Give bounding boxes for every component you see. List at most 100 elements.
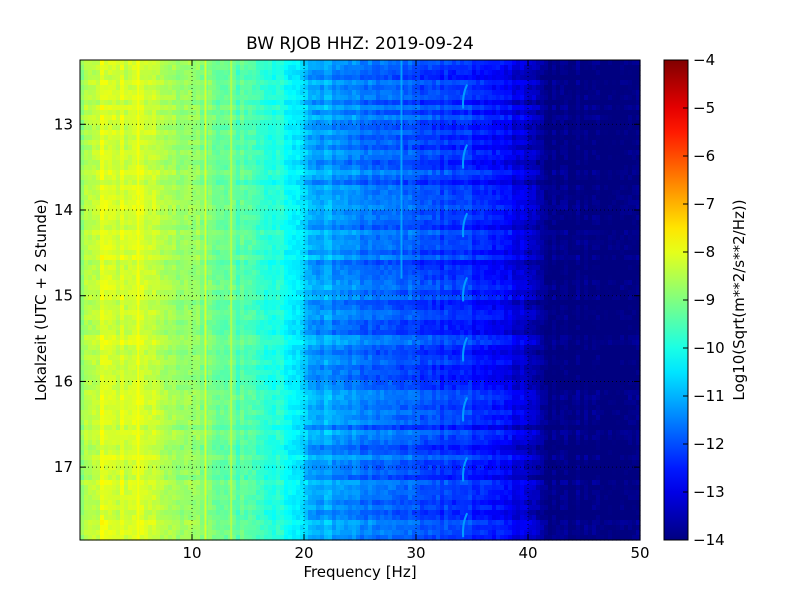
heatmap-cell bbox=[236, 125, 241, 131]
heatmap-cell bbox=[428, 115, 433, 121]
heatmap-cell bbox=[404, 115, 409, 121]
heatmap-cell bbox=[272, 140, 277, 146]
heatmap-cell bbox=[532, 165, 537, 171]
heatmap-cell bbox=[300, 175, 305, 181]
heatmap-cell bbox=[396, 235, 401, 241]
heatmap-cell bbox=[524, 105, 529, 111]
heatmap-cell bbox=[220, 115, 225, 121]
heatmap-cell bbox=[452, 140, 457, 146]
heatmap-cell bbox=[536, 80, 541, 86]
heatmap-cell bbox=[424, 110, 429, 116]
heatmap-cell bbox=[300, 120, 305, 126]
heatmap-cell bbox=[152, 145, 157, 151]
heatmap-cell bbox=[512, 115, 517, 121]
heatmap-cell bbox=[500, 215, 505, 221]
heatmap-cell bbox=[388, 60, 393, 66]
heatmap-cell bbox=[376, 95, 381, 101]
heatmap-cell bbox=[548, 200, 553, 206]
heatmap-cell bbox=[108, 145, 113, 151]
heatmap-cell bbox=[616, 75, 621, 81]
heatmap-cell bbox=[416, 85, 421, 91]
heatmap-cell bbox=[492, 160, 497, 166]
heatmap-cell bbox=[364, 135, 369, 141]
heatmap-cell bbox=[224, 115, 229, 121]
heatmap-cell bbox=[80, 85, 85, 91]
heatmap-cell bbox=[352, 140, 357, 146]
heatmap-cell bbox=[512, 230, 517, 236]
heatmap-cell bbox=[184, 145, 189, 151]
heatmap-cell bbox=[160, 230, 165, 236]
heatmap-cell bbox=[128, 205, 133, 211]
heatmap-cell bbox=[444, 190, 449, 196]
heatmap-cell bbox=[608, 200, 613, 206]
heatmap-cell bbox=[104, 125, 109, 131]
heatmap-cell bbox=[460, 180, 465, 186]
heatmap-cell bbox=[556, 90, 561, 96]
heatmap-cell bbox=[404, 95, 409, 101]
heatmap-cell bbox=[260, 140, 265, 146]
heatmap-cell bbox=[392, 230, 397, 236]
heatmap-cell bbox=[140, 210, 145, 216]
heatmap-cell bbox=[80, 115, 85, 121]
heatmap-cell bbox=[468, 190, 473, 196]
heatmap-cell bbox=[508, 75, 513, 81]
heatmap-cell bbox=[324, 80, 329, 86]
heatmap-cell bbox=[224, 200, 229, 206]
heatmap-cell bbox=[180, 190, 185, 196]
heatmap-cell bbox=[184, 80, 189, 86]
heatmap-cell bbox=[612, 125, 617, 131]
heatmap-cell bbox=[168, 175, 173, 181]
heatmap-cell bbox=[296, 195, 301, 201]
heatmap-cell bbox=[224, 205, 229, 211]
heatmap-cell bbox=[420, 60, 425, 66]
heatmap-cell bbox=[356, 90, 361, 96]
heatmap-cell bbox=[120, 70, 125, 76]
heatmap-cell bbox=[612, 70, 617, 76]
heatmap-cell bbox=[280, 120, 285, 126]
heatmap-cell bbox=[288, 155, 293, 161]
heatmap-cell bbox=[572, 190, 577, 196]
heatmap-cell bbox=[580, 75, 585, 81]
heatmap-cell bbox=[444, 100, 449, 106]
heatmap-cell bbox=[344, 135, 349, 141]
heatmap-cell bbox=[464, 215, 469, 221]
heatmap-cell bbox=[84, 65, 89, 71]
heatmap-cell bbox=[528, 185, 533, 191]
heatmap-cell bbox=[544, 120, 549, 126]
heatmap-cell bbox=[172, 135, 177, 141]
heatmap-cell bbox=[308, 215, 313, 221]
heatmap-cell bbox=[436, 195, 441, 201]
heatmap-cell bbox=[296, 125, 301, 131]
heatmap-cell bbox=[388, 140, 393, 146]
heatmap-cell bbox=[132, 145, 137, 151]
heatmap-cell bbox=[412, 140, 417, 146]
heatmap-cell bbox=[296, 150, 301, 156]
heatmap-cell bbox=[552, 230, 557, 236]
heatmap-cell bbox=[132, 185, 137, 191]
heatmap-cell bbox=[440, 230, 445, 236]
heatmap-cell bbox=[272, 70, 277, 76]
heatmap-cell bbox=[524, 190, 529, 196]
heatmap-cell bbox=[212, 70, 217, 76]
heatmap-cell bbox=[620, 75, 625, 81]
heatmap-cell bbox=[512, 205, 517, 211]
heatmap-cell bbox=[412, 95, 417, 101]
heatmap-cell bbox=[612, 130, 617, 136]
heatmap-cell bbox=[232, 220, 237, 226]
heatmap-cell bbox=[100, 180, 105, 186]
heatmap-cell bbox=[528, 75, 533, 81]
heatmap-cell bbox=[232, 200, 237, 206]
heatmap-cell bbox=[352, 195, 357, 201]
heatmap-cell bbox=[620, 225, 625, 231]
heatmap-cell bbox=[116, 70, 121, 76]
heatmap-cell bbox=[396, 200, 401, 206]
heatmap-cell bbox=[264, 210, 269, 216]
heatmap-cell bbox=[396, 80, 401, 86]
heatmap-cell bbox=[588, 145, 593, 151]
heatmap-cell bbox=[436, 185, 441, 191]
heatmap-cell bbox=[384, 165, 389, 171]
heatmap-cell bbox=[420, 110, 425, 116]
heatmap-cell bbox=[468, 180, 473, 186]
heatmap-cell bbox=[588, 110, 593, 116]
heatmap-cell bbox=[636, 135, 641, 141]
